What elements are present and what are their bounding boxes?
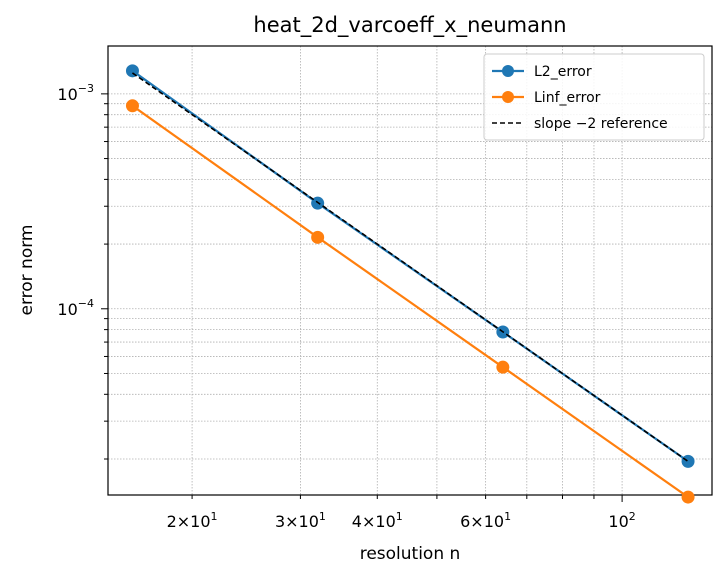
x-axis-label: resolution n [360,544,461,564]
x-tick-label: 6×101 [460,510,511,531]
data-point [125,99,139,113]
data-point [681,454,695,468]
series-line-1 [131,104,689,499]
data-point [125,64,139,78]
x-tick-label: 4×101 [352,510,403,531]
x-tick-label: 102 [608,510,635,531]
reference-line-overlay [132,72,689,462]
series [125,64,695,504]
data-point [496,360,510,374]
chart-title: heat_2d_varcoeff_x_neumann [253,13,566,38]
axis-ticks: 2×101 3×101 4×101 6×101 102 10−3 10−4 [57,82,635,531]
data-point [311,230,325,244]
x-tick-label: 2×101 [167,510,218,531]
legend-label-0: L2_error [534,64,592,80]
x-tick-label: 3×101 [275,510,326,531]
legend-marker-1 [502,91,514,103]
y-axis-label: error norm [17,225,37,316]
legend-box [483,53,705,141]
data-point [681,490,695,504]
legend-label-1: Linf_error [534,90,601,106]
y-tick-label: 10−3 [57,82,94,104]
plot-frame [107,45,713,496]
legend-marker-0 [502,65,514,77]
y-tick-label: 10−4 [57,297,94,319]
legend-label-2: slope −2 reference [534,116,668,132]
